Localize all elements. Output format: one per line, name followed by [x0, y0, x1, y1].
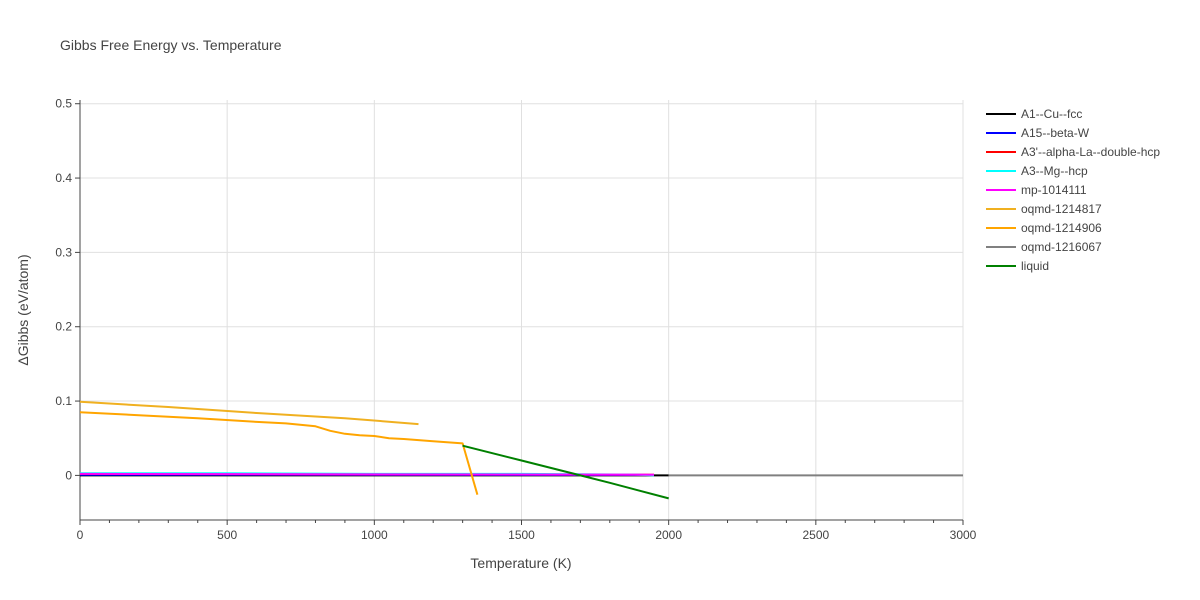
legend-item[interactable]: oqmd-1214906 — [986, 221, 1102, 235]
legend[interactable]: A1--Cu--fcc A15--beta-W A3'--alpha-La--dou… — [986, 107, 1160, 273]
legend-label: A3--Mg--hcp — [1021, 164, 1088, 178]
legend-item[interactable]: liquid — [986, 259, 1049, 273]
legend-label: oqmd-1216067 — [1021, 240, 1102, 254]
y-tick-labels: 0 0.1 0.2 0.3 0.4 0.5 — [55, 97, 72, 483]
series-line-liquid — [462, 444, 669, 500]
y-tick-label: 0.4 — [55, 171, 72, 185]
x-tick-labels: 0 500 1000 1500 2000 2500 3000 — [77, 528, 977, 542]
legend-label: liquid — [1021, 259, 1049, 273]
legend-item[interactable]: A3--Mg--hcp — [986, 164, 1088, 178]
series-line-oqmd-1214906 — [79, 411, 479, 495]
legend-item[interactable]: oqmd-1216067 — [986, 240, 1102, 254]
y-tick-label: 0.3 — [55, 245, 72, 259]
x-tick-label: 2500 — [802, 528, 829, 542]
legend-label: A1--Cu--fcc — [1021, 107, 1082, 121]
series-lines — [79, 400, 963, 500]
legend-item[interactable]: A15--beta-W — [986, 126, 1090, 140]
y-tick-label: 0 — [65, 468, 72, 482]
grid — [75, 100, 964, 525]
y-tick-label: 0.1 — [55, 394, 72, 408]
legend-item[interactable]: mp-1014111 — [986, 183, 1087, 197]
x-axis-label: Temperature (K) — [470, 555, 571, 571]
legend-label: A3'--alpha-La--double-hcp — [1021, 145, 1160, 159]
series-line-oqmd-1214817 — [79, 400, 419, 426]
x-tick-label: 2000 — [655, 528, 682, 542]
x-tick-label: 3000 — [950, 528, 977, 542]
y-tick-label: 0.2 — [55, 320, 72, 334]
legend-item[interactable]: A3'--alpha-La--double-hcp — [986, 145, 1160, 159]
chart-title: Gibbs Free Energy vs. Temperature — [60, 37, 282, 53]
x-tick-label: 0 — [77, 528, 84, 542]
legend-label: A15--beta-W — [1021, 126, 1090, 140]
x-tick-label: 500 — [217, 528, 237, 542]
legend-label: mp-1014111 — [1021, 183, 1087, 197]
series-line-mp-1014111 — [79, 472, 655, 476]
legend-label: oqmd-1214817 — [1021, 202, 1102, 216]
y-tick-label: 0.5 — [55, 97, 72, 111]
x-tick-label: 1500 — [508, 528, 535, 542]
legend-item[interactable]: A1--Cu--fcc — [986, 107, 1082, 121]
y-axis-label: ΔGibbs (eV/atom) — [15, 254, 31, 365]
legend-item[interactable]: oqmd-1214817 — [986, 202, 1102, 216]
x-tick-label: 1000 — [361, 528, 388, 542]
legend-label: oqmd-1214906 — [1021, 221, 1102, 235]
